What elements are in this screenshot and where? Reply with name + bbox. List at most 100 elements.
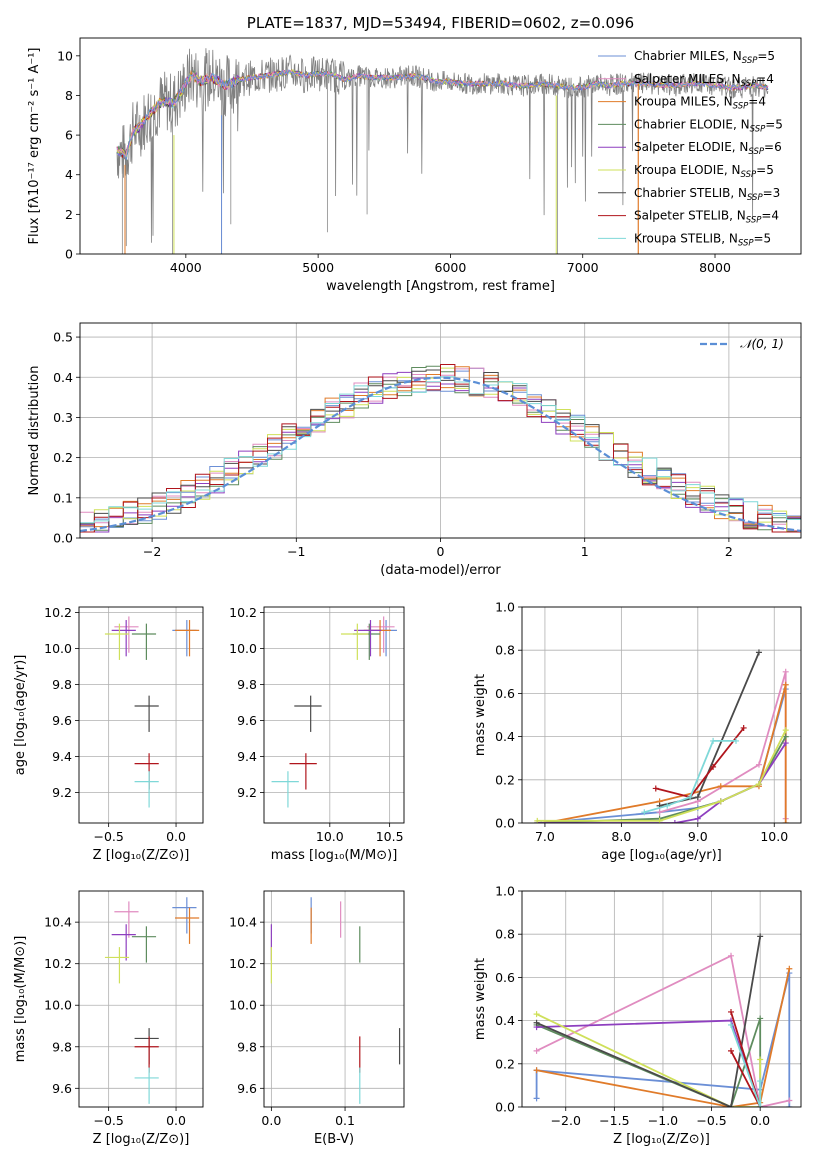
legend-text: Chabrier ELODIE, N: [634, 117, 750, 131]
spectrum-panel: 4000 5000 6000 7000 8000 0 2 4 6 8 10 PLATE=1837, M…: [27, 14, 802, 294]
massweight-line: [536, 968, 791, 1107]
legend-sub: SSP: [733, 102, 749, 112]
legend-suffix: =5: [765, 117, 783, 131]
x-axis-label: mass [log₁₀(M/M⊙)]: [271, 848, 398, 863]
x-tick-label: 7000: [567, 260, 599, 275]
legend-suffix: =5: [757, 49, 775, 63]
legend-sub: SSP: [738, 238, 754, 248]
massweight-marker: [782, 733, 789, 740]
legend-sub: SSP: [750, 124, 766, 134]
x-tick-label: 5000: [302, 260, 334, 275]
age_vs_mass-panel: 10.0 10.5 9.2 9.4 9.6 9.8 10.0 10.2 mass [log₁₀(…: [229, 605, 405, 863]
massweight-marker: [656, 809, 663, 816]
y-tick-label: 10.0: [44, 998, 72, 1013]
massweight_vs_Z-panel: −2.0 −1.5 −1.0 −0.5 0.0 0.0 0.2 0.4 0.6 0.8 1.0 Z […: [473, 884, 802, 1147]
y-tick-label: 0.0: [53, 531, 73, 546]
y-tick-label: 10.0: [44, 641, 72, 656]
massweight-marker: [757, 933, 764, 940]
x-tick-label: 0.0: [166, 1113, 186, 1128]
massweight-line: [536, 936, 762, 1107]
residual-histogram: [80, 376, 801, 524]
legend-label: Salpeter STELIB, NSSP=4: [634, 209, 779, 226]
y-tick-label: 1.0: [495, 884, 515, 899]
y-tick-label: 10.2: [229, 956, 257, 971]
residual-plot: [80, 364, 801, 533]
y-tick-label: 9.4: [237, 749, 257, 764]
x-tick-label: 8.0: [611, 829, 631, 844]
legend-suffix: =6: [764, 140, 782, 154]
y-tick-label: 9.6: [52, 713, 72, 728]
x-tick-label: −1: [287, 544, 305, 559]
residuals-panel: −2 −1 0 1 2 0.0 0.1 0.2 0.3 0.4 0.5 (data-model)/er…: [27, 322, 802, 578]
massweight-marker: [694, 794, 701, 801]
legend-text: Kroupa STELIB, N: [634, 231, 738, 245]
x-tick-label: 0.0: [750, 1113, 770, 1128]
chart-title: PLATE=1837, MJD=53494, FIBERID=0602, z=0…: [247, 14, 634, 32]
massweight-line: [536, 1013, 762, 1107]
massweight-marker: [786, 1097, 793, 1104]
y-tick-label: 6: [65, 128, 73, 143]
x-tick-label: 4000: [170, 260, 202, 275]
legend-text: Salpeter STELIB, N: [634, 209, 746, 223]
massweight-marker: [533, 1095, 540, 1102]
legend-sub: SSP: [747, 193, 763, 203]
y-axis-label: Flux [fλ10⁻¹⁷ erg cm⁻² s⁻¹ A⁻¹]: [27, 48, 42, 245]
y-tick-label: 0.8: [495, 643, 515, 658]
gaussian-curve: [80, 376, 801, 533]
y-tick-label: 10: [57, 48, 73, 63]
y-tick-label: 9.6: [52, 1081, 72, 1096]
massweight-marker: [717, 783, 724, 790]
x-tick-label: 9.0: [688, 829, 708, 844]
massweight-line: [655, 727, 745, 799]
y-tick-label: 0.0: [495, 816, 515, 831]
legend-text: Kroupa ELODIE, N: [634, 163, 741, 177]
legend-label: Kroupa ELODIE, NSSP=5: [634, 163, 774, 180]
massweight-marker: [755, 781, 762, 788]
massweight-line: [730, 1011, 762, 1107]
massweight-marker: [733, 737, 740, 744]
y-tick-label: 0.6: [495, 970, 515, 985]
y-tick-label: 10.4: [229, 915, 257, 930]
x-tick-label: 10.0: [760, 829, 788, 844]
y-tick-label: 0.0: [495, 1100, 515, 1115]
y-tick-label: 9.4: [52, 749, 72, 764]
massweight-marker: [728, 1104, 735, 1107]
massweight-marker: [757, 1078, 764, 1085]
legend-sub: SSP: [748, 147, 764, 157]
legend-label: Chabrier ELODIE, NSSP=5: [634, 117, 783, 134]
massweight-marker: [533, 1011, 540, 1018]
massweight-line: [541, 688, 787, 823]
x-axis-label: age [log₁₀(age/yr)]: [601, 848, 722, 863]
massweight-marker: [728, 952, 735, 959]
y-tick-label: 0.4: [495, 729, 515, 744]
massweight-marker: [694, 815, 701, 822]
y-tick-label: 10.4: [44, 915, 72, 930]
x-axis-label: wavelength [Angstrom, rest frame]: [326, 279, 555, 294]
x-tick-label: 0.0: [261, 1113, 281, 1128]
x-tick-label: 10.0: [316, 829, 344, 844]
x-axis-label: Z [log₁₀(Z/Z⊙)]: [93, 848, 190, 863]
legend-text: Kroupa MILES, N: [634, 95, 733, 109]
x-tick-label: −0.5: [93, 1113, 123, 1128]
massweight-line: [544, 684, 787, 823]
y-axis-label: Normed distribution: [27, 366, 42, 496]
y-tick-label: 0.4: [495, 1013, 515, 1028]
y-tick-label: 2: [65, 207, 73, 222]
legend-text: Chabrier MILES, N: [634, 49, 742, 63]
axes-frame: [78, 890, 204, 1108]
y-tick-label: 10.2: [44, 605, 72, 620]
massweight-line: [536, 954, 790, 1107]
y-tick-label: 0.5: [53, 330, 73, 345]
y-tick-label: 9.6: [237, 713, 257, 728]
massweight-line: [536, 1018, 762, 1107]
massweight-marker: [671, 820, 678, 823]
legend-suffix: =4: [756, 72, 774, 86]
y-tick-label: 4: [65, 167, 73, 182]
legend-sub: SSP: [741, 79, 757, 89]
legend-text: Salpeter ELODIE, N: [634, 140, 748, 154]
massweight-marker: [652, 785, 659, 792]
y-tick-label: 0.4: [53, 370, 73, 385]
massweight-z-plot: [533, 933, 793, 1107]
residual-histogram: [80, 367, 801, 528]
massweight-marker: [740, 724, 747, 731]
